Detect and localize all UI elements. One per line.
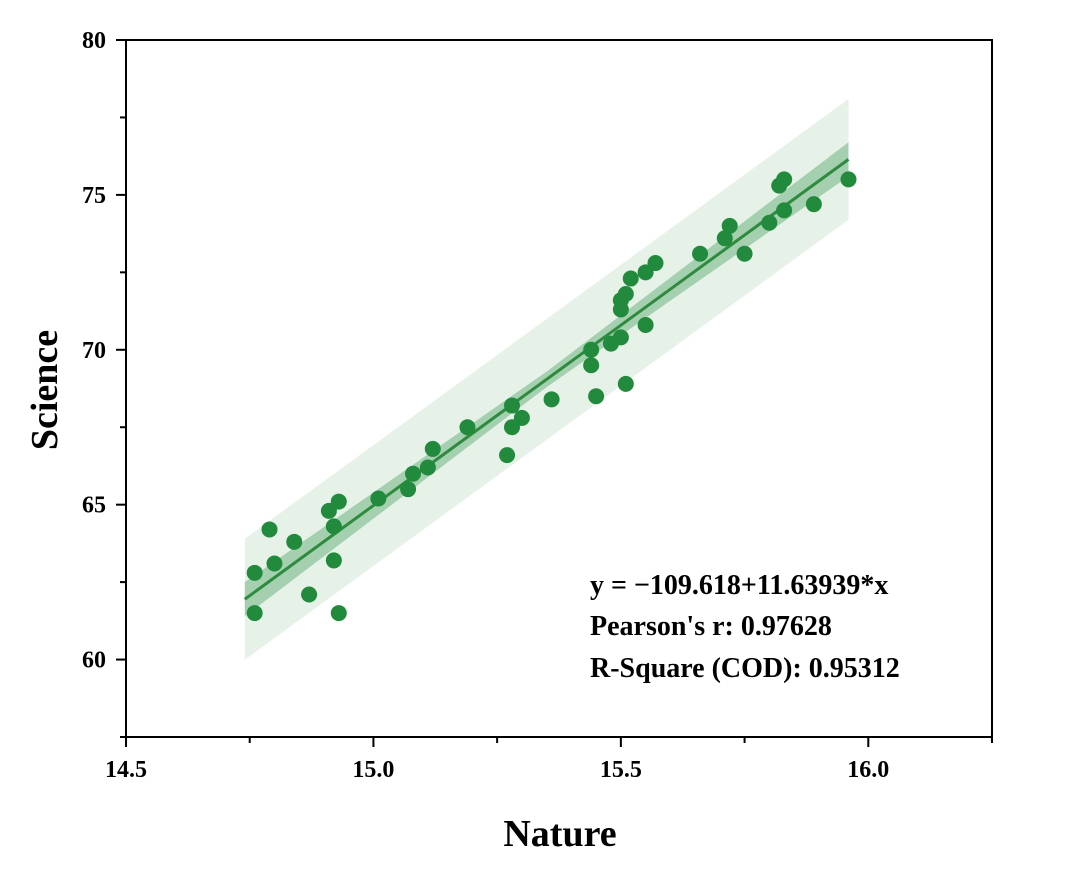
data-point	[419, 459, 436, 476]
x-tick-label: 16.0	[847, 757, 889, 783]
data-point	[776, 171, 793, 188]
data-point	[424, 440, 441, 457]
data-point	[776, 202, 793, 219]
data-point	[246, 605, 263, 622]
data-point	[716, 230, 733, 247]
data-point	[588, 388, 605, 405]
data-point	[612, 329, 629, 346]
y-tick-label: 60	[82, 648, 106, 674]
data-point	[513, 409, 530, 426]
data-point	[543, 391, 560, 408]
fit-line	[243, 158, 850, 601]
data-point	[325, 518, 342, 535]
data-point	[637, 316, 654, 333]
data-point	[499, 447, 516, 464]
data-point	[583, 357, 600, 374]
y-tick-label: 65	[82, 493, 106, 519]
data-point	[325, 552, 342, 569]
data-point	[503, 397, 520, 414]
x-tick-label: 14.5	[105, 757, 147, 783]
data-point	[736, 245, 753, 262]
data-point	[405, 465, 422, 482]
data-point	[617, 375, 634, 392]
x-axis-title: Nature	[503, 813, 616, 855]
data-point	[805, 196, 822, 213]
r-square-annotation: R-Square (COD): 0.95312	[590, 653, 900, 684]
ticks-group: 14.5 15.0 15.5 16.0 60 65 70 75 80	[82, 28, 993, 783]
data-point	[370, 490, 387, 507]
x-tick-label: 15.0	[352, 757, 394, 783]
points-group	[246, 171, 857, 622]
data-point	[261, 521, 278, 538]
data-point	[400, 481, 417, 498]
fit-line-group	[243, 158, 850, 601]
y-tick-label: 80	[82, 28, 106, 54]
data-point	[647, 255, 664, 272]
data-point	[612, 301, 629, 318]
data-point	[692, 245, 709, 262]
data-point	[761, 214, 778, 231]
data-point	[721, 217, 738, 234]
data-point	[459, 419, 476, 436]
y-tick-label: 70	[82, 338, 106, 364]
plot-frame	[125, 39, 993, 738]
fit-equation-annotation: y = −109.618+11.63939*x	[590, 570, 888, 601]
y-tick-label: 75	[82, 183, 106, 209]
axes-group	[125, 39, 993, 738]
x-tick-label: 15.5	[600, 757, 642, 783]
data-point	[583, 341, 600, 358]
pearson-r-annotation: Pearson's r: 0.97628	[590, 611, 832, 642]
data-point	[840, 171, 857, 188]
data-point	[286, 533, 303, 550]
data-point	[622, 270, 639, 287]
y-axis-title: Science	[24, 330, 66, 450]
data-point	[301, 586, 318, 603]
data-point	[617, 286, 634, 303]
data-point	[330, 605, 347, 622]
data-point	[266, 555, 283, 572]
data-point	[330, 493, 347, 510]
data-point	[246, 564, 263, 581]
